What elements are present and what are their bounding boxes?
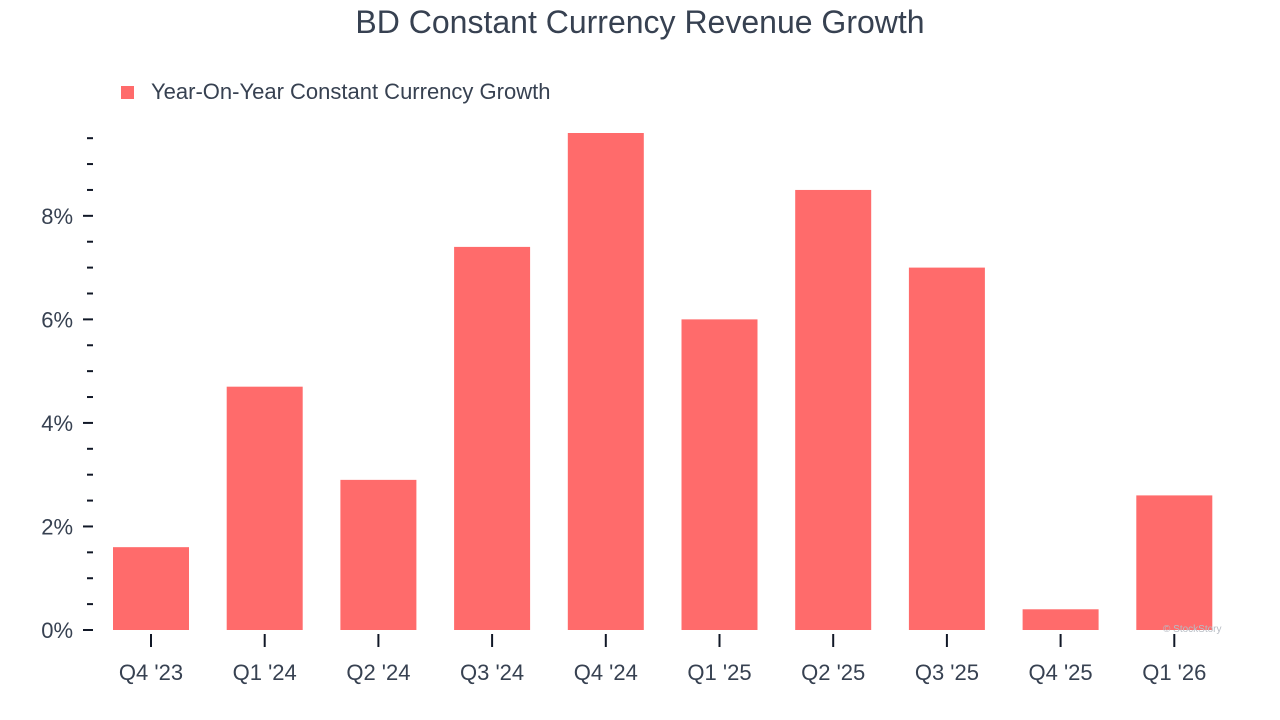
bar bbox=[113, 547, 189, 630]
y-axis: 0% 2% 4% 6% 8% bbox=[41, 137, 93, 643]
bar bbox=[1136, 495, 1213, 630]
bar bbox=[454, 246, 531, 631]
bar bbox=[340, 479, 417, 630]
bar bbox=[226, 386, 303, 630]
legend-label: Year-On-Year Constant Currency Growth bbox=[151, 79, 551, 104]
bar bbox=[1022, 609, 1099, 630]
y-tick-label: 6% bbox=[41, 307, 73, 332]
y-tick-label: 2% bbox=[41, 514, 73, 539]
x-tick-label: Q4 '25 bbox=[1029, 660, 1093, 685]
legend-swatch bbox=[121, 85, 134, 99]
x-tick-label: Q4 '24 bbox=[574, 660, 638, 685]
x-tick-label: Q3 '24 bbox=[460, 660, 524, 685]
y-tick-label: 0% bbox=[41, 618, 73, 643]
x-tick-label: Q3 '25 bbox=[915, 660, 979, 685]
x-tick-label: Q2 '25 bbox=[801, 660, 865, 685]
x-tick-label: Q1 '25 bbox=[687, 660, 751, 685]
chart-title: BD Constant Currency Revenue Growth bbox=[355, 4, 925, 40]
x-tick-label: Q2 '24 bbox=[346, 660, 410, 685]
y-tick-label: 4% bbox=[41, 411, 73, 436]
y-tick-label: 8% bbox=[41, 204, 73, 229]
bar bbox=[567, 133, 644, 630]
bar bbox=[681, 319, 758, 630]
watermark: © StockStory bbox=[1163, 624, 1222, 635]
bar bbox=[908, 267, 985, 630]
x-tick-label: Q4 '23 bbox=[119, 660, 183, 685]
legend: Year-On-Year Constant Currency Growth bbox=[121, 79, 550, 105]
bars bbox=[113, 133, 1213, 631]
x-tick-label: Q1 '24 bbox=[233, 660, 297, 685]
x-tick-label: Q1 '26 bbox=[1142, 660, 1206, 685]
x-axis: Q4 '23 Q1 '24 Q2 '24 Q3 '24 Q4 '24 Q1 '25 Q2 '… bbox=[119, 634, 1206, 685]
bar bbox=[795, 189, 872, 630]
